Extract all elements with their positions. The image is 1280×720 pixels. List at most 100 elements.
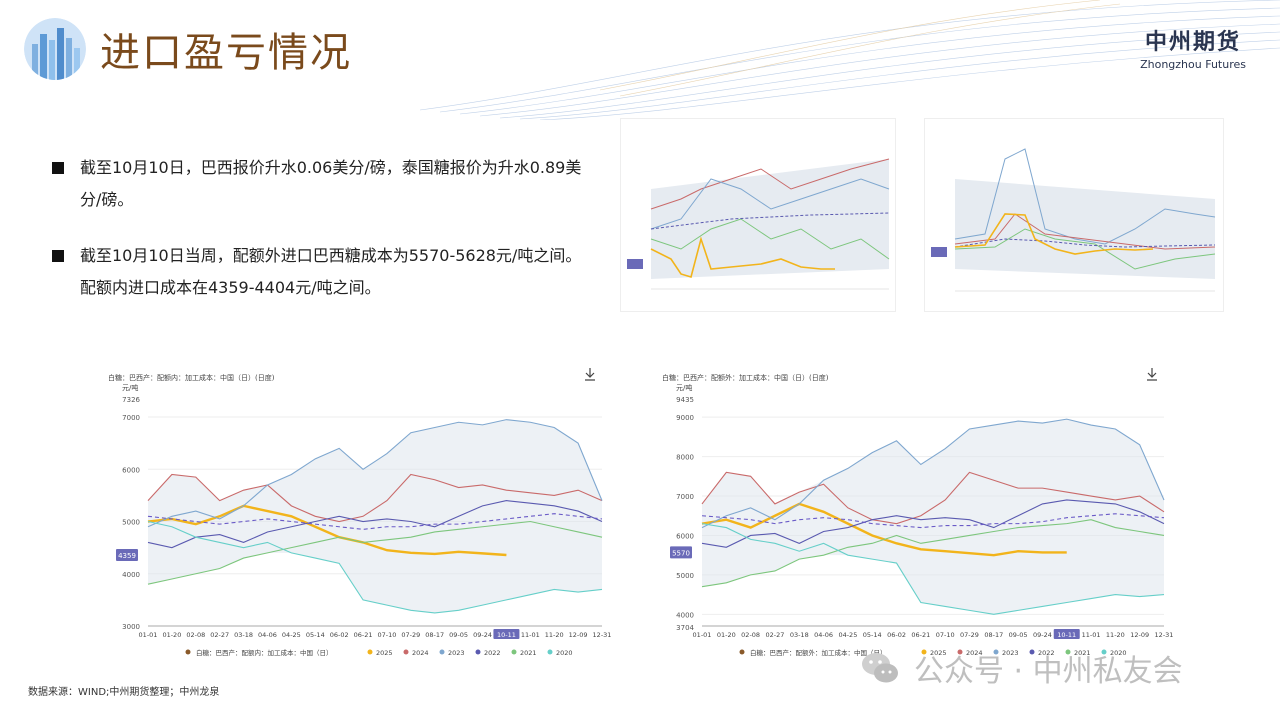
legend-label-2020: 2020 (556, 649, 573, 657)
page-title: 进口盈亏情况 (100, 30, 352, 76)
y-tick-label: 8000 (676, 454, 694, 462)
x-tick-label: 02-08 (741, 631, 760, 639)
legend-marker-2021 (1065, 649, 1071, 655)
legend-label-2020: 2020 (1110, 649, 1127, 657)
bullet-item: 截至10月10日，巴西报价升水0.06美分/磅，泰国糖报价为升水0.89美分/磅… (52, 152, 592, 216)
legend-label-2023: 2023 (1002, 649, 1019, 657)
legend-marker-2025 (367, 649, 373, 655)
y-tick-label: 4000 (122, 571, 140, 579)
x-tick-label: 09-24 (1033, 631, 1052, 639)
legend-label-2023: 2023 (448, 649, 465, 657)
legend-marker-2022 (475, 649, 481, 655)
download-icon-glyph (585, 368, 595, 381)
download-icon[interactable] (585, 368, 595, 381)
bullet-text: 截至10月10日当周，配额外进口巴西糖成本为5570-5628元/吨之间。配额内… (80, 246, 582, 297)
x-tick-label: 03-18 (234, 631, 253, 639)
legend-marker-2025 (921, 649, 927, 655)
x-tick-label: 09-24 (473, 631, 492, 639)
legend-marker-2021 (511, 649, 517, 655)
x-tick-label: 07-10 (936, 631, 955, 639)
y-tick-label: 7000 (676, 493, 694, 501)
wechat-icon (862, 653, 898, 683)
x-tick-label: 08-17 (984, 631, 1003, 639)
x-tick-label: 02-08 (186, 631, 205, 639)
x-tick-label: 09-05 (449, 631, 468, 639)
chart-panel-out-quota: 白糖：巴西产：配额外：加工成本：中国（日）(日度) 元/吨 4000 5000 6000… (656, 362, 1174, 668)
thumbnail-chart-brazil-premium (620, 118, 896, 312)
x-tick-label: 12-09 (1130, 631, 1149, 639)
bullet-list: 截至10月10日，巴西报价升水0.06美分/磅，泰国糖报价为升水0.89美分/磅… (52, 152, 592, 328)
x-tick-label: 01-01 (693, 631, 712, 639)
chart-panel-in-quota: 白糖：巴西产：配额内：加工成本：中国（日）(日度) 元/吨 3000 4000 5000… (102, 362, 612, 668)
series-line-avg (147, 513, 603, 530)
legend-marker-2024 (957, 649, 963, 655)
legend-marker-2024 (403, 649, 409, 655)
wechat-watermark: 公众号 · 中州私友会 (858, 646, 1183, 690)
series-line-2020 (147, 520, 603, 614)
legend-marker-2022 (1029, 649, 1035, 655)
legend-marker-2023 (993, 649, 999, 655)
x-tick-label: 01-01 (139, 631, 158, 639)
legend-marker-2023 (439, 649, 445, 655)
x-tick-label: 11-01 (521, 631, 540, 639)
x-tick-label: 10-11 (497, 631, 516, 639)
series-line-2021 (147, 520, 603, 585)
x-highlight-box (493, 629, 520, 639)
x-tick-label: 03-18 (790, 631, 809, 639)
x-tick-label: 11-01 (1082, 631, 1101, 639)
chart-out-quota-cost: 白糖：巴西产：配额外：加工成本：中国（日）(日度)元/吨 4000 5000 6000… (662, 368, 1174, 657)
x-tick-label: 06-21 (354, 631, 373, 639)
legend-label-2021: 2021 (1074, 649, 1091, 657)
legend-marker-main (739, 649, 745, 655)
y-tick-label: 7000 (122, 414, 140, 422)
current-value-label: 4359 (118, 552, 136, 560)
y-tick-label: 5000 (676, 572, 694, 580)
legend-marker-2020 (1101, 649, 1107, 655)
y-max-label: 7326 (122, 396, 140, 404)
x-tick-label: 01-20 (717, 631, 736, 639)
series-line-2023 (701, 418, 1165, 529)
series-line-2023 (147, 419, 603, 528)
legend-label-2025: 2025 (930, 649, 947, 657)
header-wave-decoration (419, 0, 1280, 120)
x-tick-label: 05-14 (306, 631, 325, 639)
legend-marker-main (185, 649, 191, 655)
y-tick-label: 6000 (122, 466, 140, 474)
legend-label-2022: 2022 (1038, 649, 1055, 657)
x-tick-label: 10-11 (1057, 631, 1076, 639)
x-tick-label: 06-02 (887, 631, 906, 639)
x-tick-label: 12-09 (569, 631, 588, 639)
x-tick-label: 04-06 (258, 631, 277, 639)
y-tick-label: 9000 (676, 414, 694, 422)
x-tick-label: 12-31 (1155, 631, 1174, 639)
x-tick-label: 07-29 (401, 631, 420, 639)
current-value-box (670, 546, 692, 559)
bullet-square-icon (52, 162, 64, 174)
legend-label-2022: 2022 (484, 649, 501, 657)
current-value-label: 5570 (672, 549, 690, 557)
bullet-square-icon (52, 250, 64, 262)
y-axis-label: 元/吨 (122, 383, 138, 392)
legend-label-2025: 2025 (376, 649, 393, 657)
y-max-label: 9435 (676, 396, 694, 404)
series-line-2024 (701, 471, 1165, 525)
download-icon-glyph (1147, 368, 1157, 381)
x-tick-label: 09-05 (1009, 631, 1028, 639)
series-line-2025 (147, 504, 507, 557)
x-tick-label: 11-20 (1106, 631, 1125, 639)
legend-marker-2020 (547, 649, 553, 655)
range-band (148, 419, 602, 613)
legend-title: 白糖：巴西产：配额外：加工成本：中国（日） (750, 648, 887, 657)
city-skyline-logo (24, 18, 86, 80)
y-tick-label: 4000 (676, 611, 694, 619)
download-icon[interactable] (1147, 368, 1157, 381)
legend-label-2024: 2024 (966, 649, 983, 657)
x-highlight-box (1053, 629, 1080, 639)
series-line-2022 (701, 499, 1165, 548)
series-line-2022 (147, 500, 603, 549)
series-line-2024 (147, 473, 603, 523)
x-tick-label: 04-25 (282, 631, 301, 639)
y-min-label: 3704 (676, 624, 694, 632)
wechat-account-text: 公众号 · 中州私友会 (914, 654, 1183, 689)
x-tick-label: 06-02 (330, 631, 349, 639)
